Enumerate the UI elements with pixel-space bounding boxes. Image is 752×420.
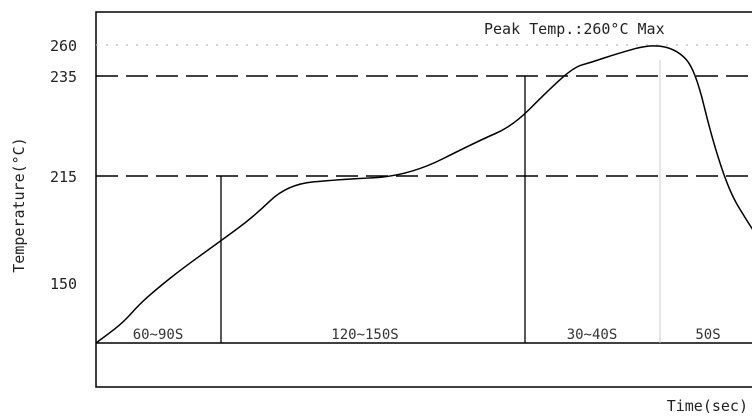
- segment-label-cooling: 50S: [695, 327, 720, 343]
- y-tick-215: 215: [50, 168, 77, 186]
- plot-frame: [95, 11, 752, 388]
- y-axis-label: Temperature(°C): [10, 137, 28, 272]
- y-tick-235: 235: [50, 68, 77, 86]
- y-tick-260: 260: [50, 37, 77, 55]
- segment-label-reflow: 30~40S: [567, 327, 618, 343]
- segment-label-soak: 120~150S: [331, 327, 398, 343]
- profile-curve: [95, 45, 752, 344]
- x-axis-label: Time(sec): [667, 397, 748, 415]
- y-tick-150: 150: [50, 275, 77, 293]
- segment-label-preheat: 60~90S: [133, 327, 184, 343]
- peak-annotation: Peak Temp.:260°C Max: [484, 20, 665, 38]
